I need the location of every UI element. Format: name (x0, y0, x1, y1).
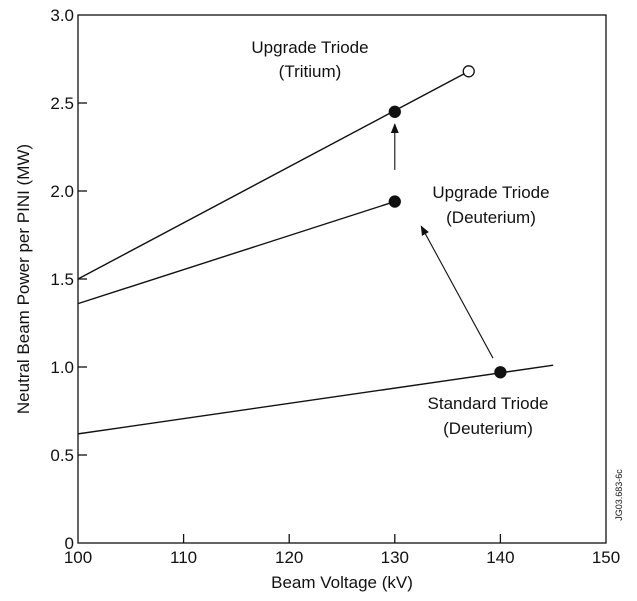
figure-id: JG03.683-6c (614, 469, 624, 521)
x-axis-title: Beam Voltage (kV) (271, 573, 413, 592)
data-point-upgrade-deuterium (388, 195, 401, 208)
plot-frame (77, 14, 607, 544)
x-tick-label: 130 (381, 548, 409, 567)
y-tick-label: 0.5 (50, 446, 74, 465)
series-lines (77, 70, 554, 435)
annotation-arrow (420, 225, 494, 359)
data-point-upgrade-tritium (388, 105, 401, 118)
annotation-arrows (390, 123, 494, 359)
x-tick-label: 140 (486, 548, 514, 567)
series-line-upgrade-deuterium (77, 200, 396, 305)
annotation-standard-deuterium-line2: (Deuterium) (443, 419, 533, 438)
annotation-standard-deuterium-line1: Standard Triode (428, 394, 549, 413)
series-line-upgrade-tritium (77, 70, 470, 280)
x-tick-label: 100 (64, 548, 92, 567)
annotation-upgrade-deuterium-line1: Upgrade Triode (432, 183, 549, 202)
annotation-upgrade-deuterium-line2: (Deuterium) (446, 208, 536, 227)
x-tick-label: 150 (592, 548, 620, 567)
y-tick-label: 0 (65, 534, 74, 553)
y-tick-label: 1.5 (50, 270, 74, 289)
x-axis-ticks: 100 110 120 130 140 150 (64, 534, 620, 567)
annotation-upgrade-tritium-line1: Upgrade Triode (251, 38, 368, 57)
data-point-upgrade-tritium (462, 65, 475, 78)
data-point-standard-deuterium (494, 366, 507, 379)
y-axis-ticks: 0 0.5 1.0 1.5 2.0 2.5 3.0 (50, 6, 87, 553)
series-line-standard-deuterium (77, 364, 554, 435)
y-tick-label: 2.0 (50, 182, 74, 201)
x-tick-label: 120 (275, 548, 303, 567)
y-tick-label: 2.5 (50, 94, 74, 113)
y-axis-title: Neutral Beam Power per PINI (MW) (14, 144, 33, 414)
y-tick-label: 1.0 (50, 358, 74, 377)
annotation-upgrade-tritium-line2: (Tritium) (279, 62, 342, 81)
x-tick-label: 110 (170, 548, 197, 567)
y-tick-label: 3.0 (50, 6, 74, 25)
series-points (388, 65, 507, 379)
